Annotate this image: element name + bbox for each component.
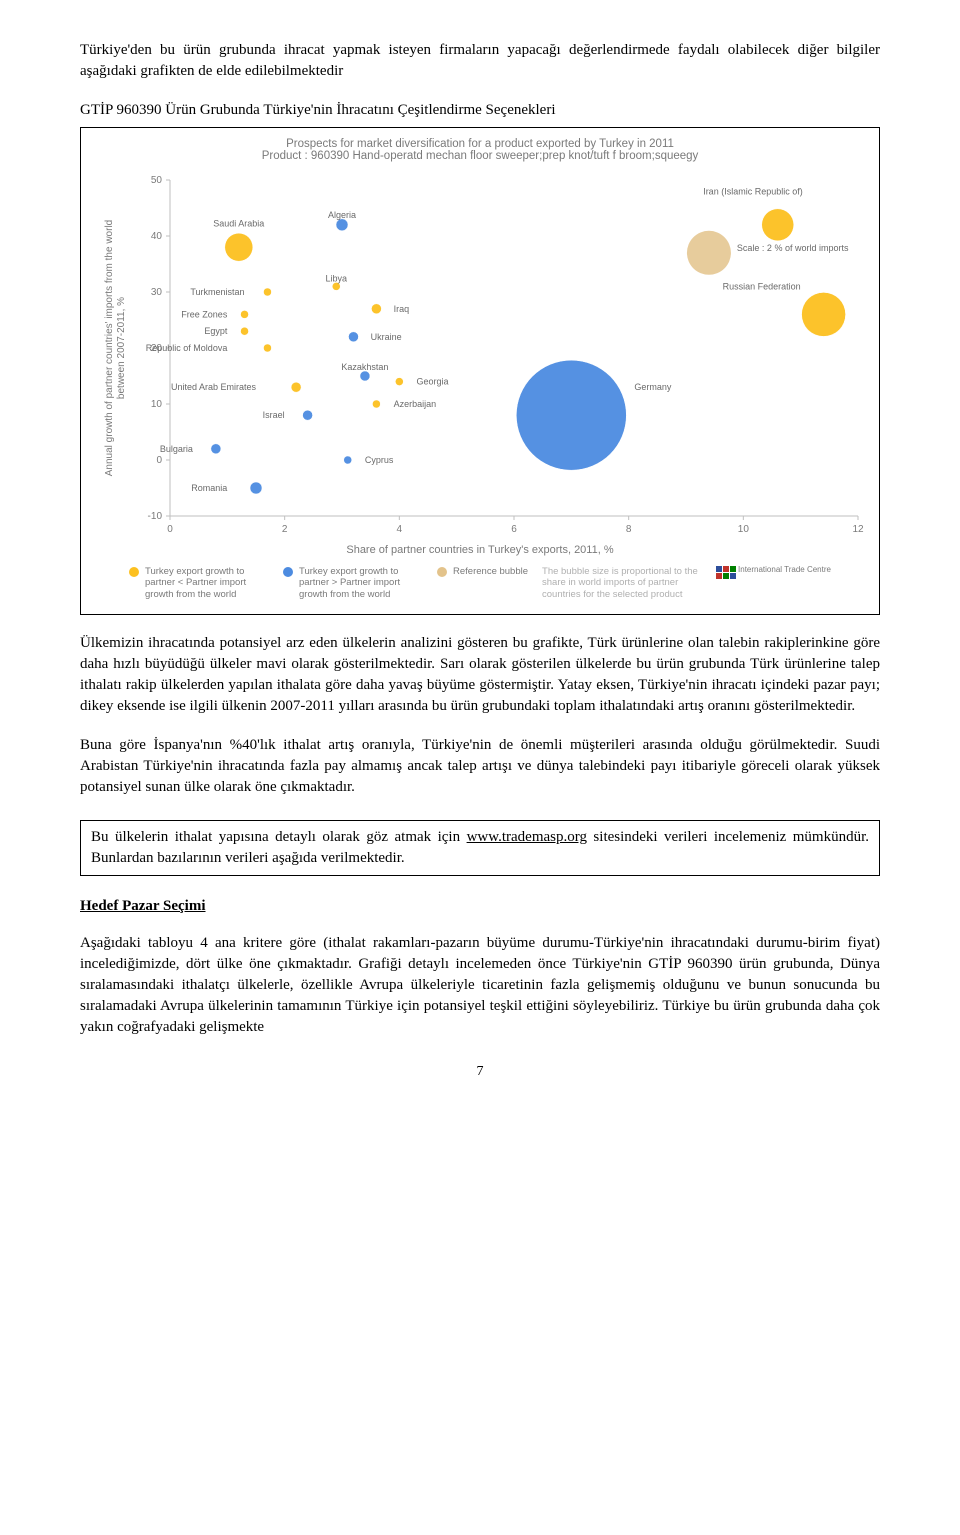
chart-heading: GTİP 960390 Ürün Grubunda Türkiye'nin İh… [80, 102, 880, 119]
svg-text:Republic of Moldova: Republic of Moldova [146, 343, 228, 353]
svg-text:Free Zones: Free Zones [181, 309, 228, 319]
svg-text:United Arab Emirates: United Arab Emirates [171, 382, 257, 392]
svg-text:30: 30 [151, 287, 163, 298]
svg-text:-10: -10 [148, 511, 163, 522]
legend-item-reference: Reference bubble [437, 566, 528, 577]
svg-text:4: 4 [397, 524, 403, 535]
svg-text:50: 50 [151, 175, 163, 186]
chart-title-line2: Product : 960390 Hand-operatd mechan flo… [81, 150, 879, 162]
legend-note: The bubble size is proportional to the s… [542, 566, 702, 600]
svg-text:Annual growth of partner count: Annual growth of partner countries' impo… [104, 220, 115, 476]
svg-text:10: 10 [738, 524, 750, 535]
info-box: Bu ülkelerin ithalat yapısına detaylı ol… [80, 820, 880, 876]
svg-text:10: 10 [151, 399, 163, 410]
section-heading: Hedef Pazar Seçimi [80, 898, 880, 915]
svg-text:Iran (Islamic Republic of): Iran (Islamic Republic of) [703, 187, 803, 197]
legend-text: Turkey export growth to partner > Partne… [299, 566, 423, 600]
bubble-chart-svg: -1001020304050024681012Annual growth of … [90, 170, 870, 540]
svg-text:Scale : 2 % of world imports: Scale : 2 % of world imports [737, 243, 849, 253]
chart-legend: Turkey export growth to partner < Partne… [81, 556, 879, 614]
analysis-paragraph-2: Buna göre İspanya'nın %40'lık ithalat ar… [80, 735, 880, 798]
trademap-link[interactable]: www.trademasp.org [467, 829, 587, 845]
svg-text:Algeria: Algeria [328, 210, 356, 220]
legend-swatch-reference-icon [437, 567, 447, 577]
analysis-paragraph-3: Aşağıdaki tabloyu 4 ana kritere göre (it… [80, 933, 880, 1038]
svg-text:Egypt: Egypt [204, 326, 228, 336]
svg-text:0: 0 [156, 455, 162, 466]
svg-text:Turkmenistan: Turkmenistan [190, 287, 244, 297]
svg-text:Libya: Libya [326, 273, 348, 283]
legend-item-blue: Turkey export growth to partner > Partne… [283, 566, 423, 600]
legend-text: Turkey export growth to partner < Partne… [145, 566, 269, 600]
svg-text:Cyprus: Cyprus [365, 455, 394, 465]
chart-xlabel: Share of partner countries in Turkey's e… [81, 544, 879, 556]
svg-text:Azerbaijan: Azerbaijan [394, 399, 437, 409]
svg-text:2: 2 [282, 524, 288, 535]
bubble-chart-container: Prospects for market diversification for… [80, 127, 880, 615]
itc-logo-icon: International Trade Centre [716, 566, 831, 579]
svg-text:Saudi Arabia: Saudi Arabia [213, 219, 264, 229]
intro-paragraph: Türkiye'den bu ürün grubunda ihracat yap… [80, 40, 880, 82]
chart-title-area: Prospects for market diversification for… [81, 128, 879, 162]
analysis-paragraph-1: Ülkemizin ihracatında potansiyel arz ede… [80, 633, 880, 717]
svg-text:Kazakhstan: Kazakhstan [341, 362, 388, 372]
box-text-pre: Bu ülkelerin ithalat yapısına detaylı ol… [91, 829, 467, 845]
svg-text:6: 6 [511, 524, 517, 535]
svg-text:8: 8 [626, 524, 632, 535]
legend-swatch-yellow-icon [129, 567, 139, 577]
svg-text:Ukraine: Ukraine [371, 332, 402, 342]
legend-text: Reference bubble [453, 566, 528, 577]
svg-text:between 2007-2011, %: between 2007-2011, % [116, 297, 127, 399]
svg-text:40: 40 [151, 231, 163, 242]
svg-text:Georgia: Georgia [417, 377, 449, 387]
svg-text:Iraq: Iraq [394, 304, 410, 314]
svg-text:Bulgaria: Bulgaria [160, 444, 193, 454]
page-number: 7 [80, 1064, 880, 1080]
legend-item-yellow: Turkey export growth to partner < Partne… [129, 566, 269, 600]
itc-logo-text: International Trade Centre [738, 566, 831, 574]
svg-text:0: 0 [167, 524, 173, 535]
svg-text:Germany: Germany [634, 382, 672, 392]
legend-swatch-blue-icon [283, 567, 293, 577]
chart-title-line1: Prospects for market diversification for… [81, 138, 879, 150]
svg-text:Romania: Romania [191, 483, 227, 493]
svg-text:Israel: Israel [263, 410, 285, 420]
svg-text:12: 12 [852, 524, 864, 535]
svg-text:Russian Federation: Russian Federation [723, 281, 801, 291]
